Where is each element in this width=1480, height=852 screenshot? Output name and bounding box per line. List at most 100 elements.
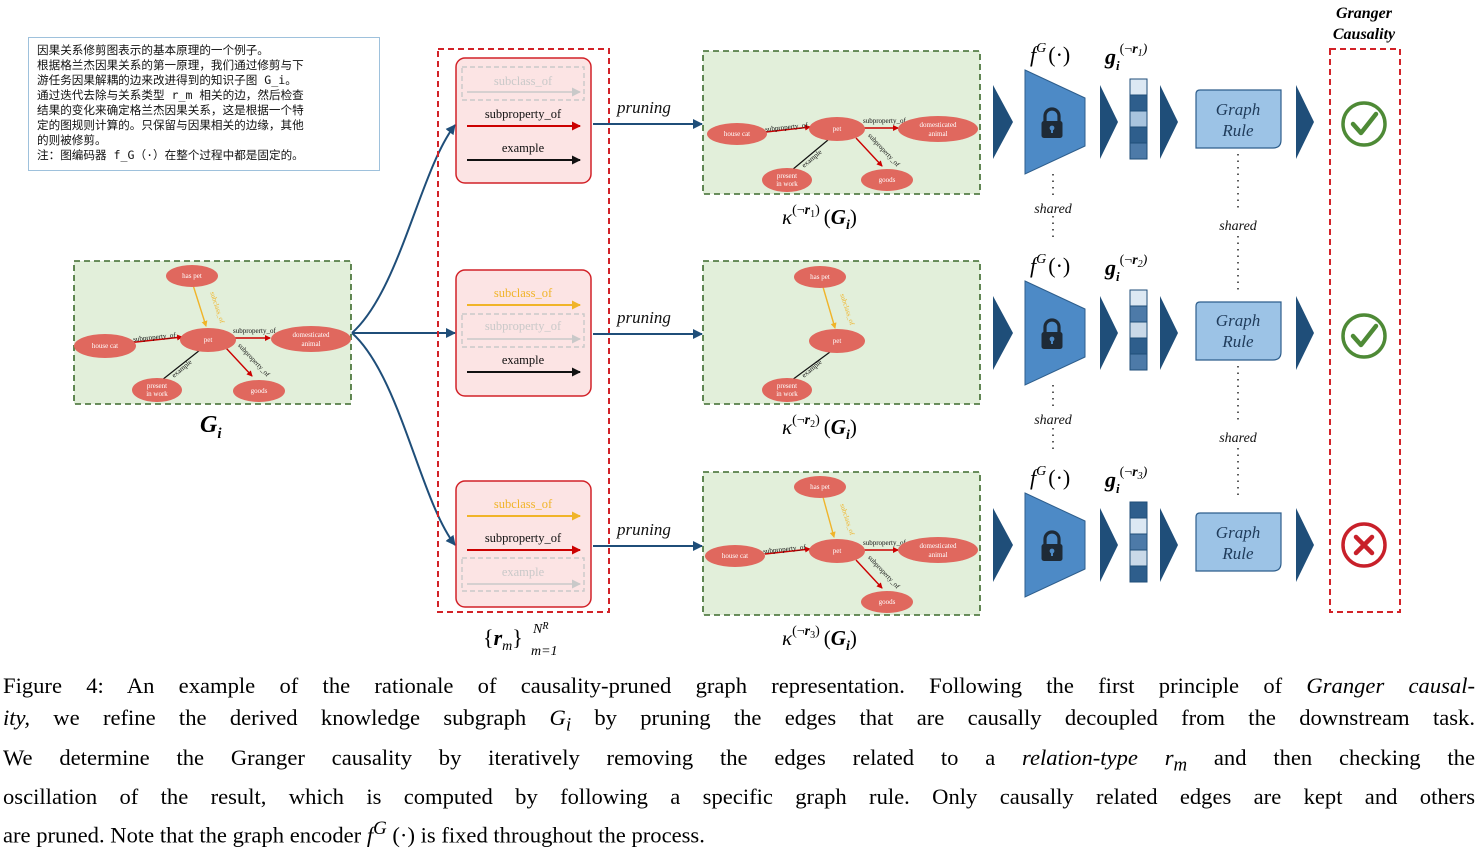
pruned-graph-label: κ(¬r2) (Gi) [782,413,857,443]
chevron-right-icon [1100,508,1118,582]
node-label: pet [833,547,842,555]
pipeline-row-3: Graph Rule [993,492,1314,598]
pruning-label: pruning [616,98,671,117]
chevron-right-icon [1296,85,1314,159]
pruned-graph-label: κ(¬r1) (Gi) [782,203,857,233]
relation-label: subproperty_of [485,107,562,121]
node-label: domesticated [920,121,957,129]
node-label: animal [928,551,947,559]
granger-title: Causality [1333,26,1396,43]
chevron-right-icon [1296,508,1314,582]
chevron-right-icon [993,296,1013,370]
chevron-right-icon [1160,296,1178,370]
node-label: present [147,382,167,390]
shared-label: shared [1219,219,1258,234]
node-label: domesticated [920,542,957,550]
caption-line: are pruned. Note that the graph encoder … [3,813,1475,852]
node-label: in work [146,390,168,398]
relation-box-1: subclass_of subproperty_of example [455,57,592,184]
node-label: present [777,382,797,390]
edge-label: subproperty_of [863,117,906,125]
caption-italic: ity, [3,705,30,730]
embedding-label: gi(¬r2) [1104,253,1148,284]
node-label: house cat [722,552,748,560]
input-graph: subproperty_of subproperty_of subpropert… [73,260,352,405]
relation-label: subproperty_of [485,319,562,333]
pruned-graph-2: subclass_of example has pet pet present … [702,260,981,405]
node-label: pet [833,337,842,345]
relation-set-superscript: NR [532,621,548,637]
caption-text: are pruned. Note that the graph encoder [3,822,367,848]
relation-set-frame [437,48,610,613]
note-line: 根据格兰杰因果关系的第一原理，我们通过修剪与下 [37,58,304,72]
check-icon [1341,313,1387,359]
node-label: goods [879,598,896,606]
cross-icon [1341,522,1387,568]
relation-set-label: {rm} [483,625,523,654]
shared-label: shared [1219,431,1258,446]
caption-line: oscillation of the result, which is comp… [3,784,1475,810]
note-line: 结果的变化来确定格兰杰因果关系，这是根据一个特 [37,103,304,117]
caption-line: ity, we refine the derived knowledge sub… [3,702,1475,742]
chevron-right-icon [1100,296,1118,370]
graph-rule-box [1195,301,1282,361]
pruned-graph-label: κ(¬r3) (Gi) [782,624,857,654]
pruning-label: pruning [616,308,671,327]
caption-text: We determine the Granger causality by it… [3,744,1023,770]
caption-line: Figure 4: An example of the rationale of… [3,670,1475,702]
pruned-graph-3: subproperty_of subproperty_of subpropert… [702,471,981,616]
chevron-right-icon [1100,85,1118,159]
caption-text: we refine the derived knowledge subgraph [29,705,550,730]
annotation-note: 因果关系修剪图表示的基本原理的一个例子。 根据格兰杰因果关系的第一原理，我们通过… [28,37,380,171]
check-icon [1341,101,1387,147]
note-line: 定的图规则计算的。只保留与因果相关的边缘，其他 [37,118,304,132]
embedding-vector [1129,78,1148,160]
chevron-right-icon [993,85,1013,159]
node-label: pet [204,336,213,344]
node-label: goods [879,176,896,184]
relation-label: subproperty_of [485,531,562,545]
shared-label: shared [1034,202,1073,217]
relation-label: subclass_of [494,286,553,300]
note-line: 游任务因果解耦的边来改进得到的知识子图 G_i。 [37,73,297,87]
pruning-label: pruning [616,520,671,539]
shared-connectors [1052,154,1239,500]
embedding-vector [1129,501,1148,583]
relation-label: example [502,353,545,367]
relation-label: example [502,141,545,155]
caption-text: and then checking the [1187,744,1475,770]
node-label: pet [833,125,842,133]
chevron-right-icon [1160,85,1178,159]
chevron-right-icon [1296,296,1314,370]
caption-italic: relation-type r [1022,744,1174,770]
pipeline-row-2: Graph Rule [993,280,1314,386]
graph-rule-box [1195,89,1282,149]
node-label: domesticated [293,331,330,339]
node-label: has pet [810,273,830,281]
relation-box-3: subclass_of subproperty_of example [455,480,592,608]
relation-label: subclass_of [494,74,553,88]
note-line: 的则被修剪。 [37,133,107,147]
figure-caption: Figure 4: An example of the rationale of… [3,670,1475,852]
node-label: animal [301,340,320,348]
note-line: 因果关系修剪图表示的基本原理的一个例子。 [37,43,269,57]
chevron-right-icon [1160,508,1178,582]
figure-diagram: subproperty_of subproperty_of subpropert… [73,5,1401,659]
graph-rule-label: Rule [1221,544,1254,563]
node-label: house cat [92,342,118,350]
caption-text: (·) is fixed throughout the process. [386,822,705,848]
caption-italic: Granger causal- [1306,673,1476,698]
node-label: animal [928,130,947,138]
granger-frame [1329,48,1401,613]
relation-label: subclass_of [494,497,553,511]
chevron-right-icon [993,508,1013,582]
caption-italic: m [1173,754,1188,776]
node-label: has pet [182,272,202,280]
caption-italic: i [565,714,572,736]
edge-label: subproperty_of [863,539,906,547]
shared-label: shared [1034,413,1073,428]
encoder-label: fG(·) [1030,252,1070,278]
granger-title: Granger [1336,5,1393,22]
pruned-graph-1: subproperty_of subproperty_of subpropert… [702,50,981,195]
edge-label: subproperty_of [233,327,276,335]
